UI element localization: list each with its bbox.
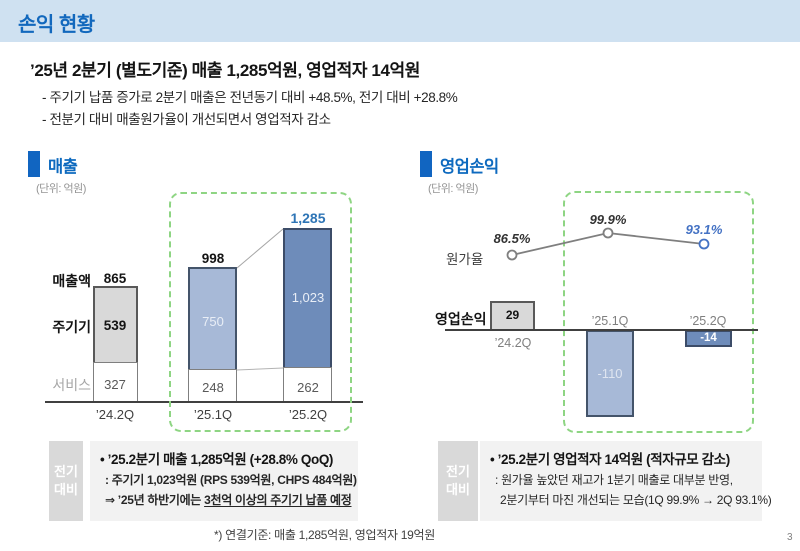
- operating-unit-label: (단위: 억원): [428, 183, 478, 195]
- operating-section-title: 영업손익: [440, 158, 499, 176]
- operating-bar-24q2: [490, 301, 535, 331]
- revenue-row-label-service: 서비스: [52, 377, 91, 393]
- revenue-total-24q2: 865: [103, 271, 127, 286]
- operating-comment-tag: 전기 대비: [438, 441, 478, 521]
- cost-ratio-label: 원가율: [446, 252, 484, 267]
- revenue-bar-25q1-service: [188, 369, 237, 403]
- revenue-comment-box: • ’25.2분기 매출 1,285억원 (+28.8% QoQ) : 주기기 …: [90, 441, 358, 521]
- operating-highlight-box: [563, 191, 754, 433]
- cost-ratio-value-25q1: 99.9%: [589, 212, 627, 227]
- operating-value-25q2: -14: [700, 332, 717, 344]
- cost-ratio-point-24q2: [506, 249, 518, 261]
- revenue-comment-tag-line1: 전기: [54, 464, 78, 479]
- revenue-equipment-25q1: 750: [202, 314, 224, 329]
- operating-bar-25q1: [586, 330, 634, 417]
- operating-section-marker: [420, 151, 432, 177]
- revenue-comment-tag-line2: 대비: [54, 482, 78, 497]
- revenue-section-title: 매출: [48, 158, 78, 176]
- operating-bar-25q2: [685, 330, 732, 347]
- header-bar: [0, 0, 800, 42]
- operating-category-25q1: ’25.1Q: [591, 314, 629, 328]
- revenue-comment-outlook-prefix: ⇒ ’25년 하반기에는: [105, 493, 205, 507]
- revenue-comment-outlook-underlined: 3천억 이상의 주기기 납품 예정: [204, 493, 352, 507]
- summary-bullet: - 전분기 대비 매출원가율이 개선되면서 영업적자 감소: [42, 112, 331, 127]
- operating-value-25q1: -110: [597, 366, 623, 381]
- page-title: 손익 현황: [18, 14, 95, 36]
- revenue-row-label-equipment: 주기기: [52, 319, 91, 335]
- footnote: *) 연결기준: 매출 1,285억원, 영업적자 19억원: [214, 528, 435, 542]
- revenue-row-label-total: 매출액: [52, 273, 91, 289]
- revenue-service-25q1: 248: [202, 380, 224, 395]
- operating-comment-detail1: : 원가율 높았던 재고가 1분기 매출로 대부분 반영,: [495, 473, 733, 487]
- summary-title: ’25년 2분기 (별도기준) 매출 1,285억원, 영업적자 14억원: [30, 61, 421, 80]
- operating-profit-label: 영업손익: [435, 311, 487, 327]
- operating-comment-headline: • ’25.2분기 영업적자 14억원 (적자규모 감소): [490, 452, 730, 467]
- operating-comment-tag-line2: 대비: [446, 482, 470, 497]
- summary-bullet: - 주기기 납품 증가로 2분기 매출은 전년동기 대비 +48.5%, 전기 …: [42, 90, 458, 105]
- revenue-total-25q1: 998: [201, 251, 225, 266]
- operating-x-axis: [445, 329, 758, 331]
- page-number: 3: [787, 532, 793, 543]
- revenue-category-25q1: ’25.1Q: [193, 407, 233, 422]
- revenue-highlight-box: [169, 192, 352, 432]
- revenue-service-24q2: 327: [104, 377, 126, 392]
- revenue-bar-25q2-equipment: [283, 228, 332, 369]
- revenue-equipment-25q2: 1,023: [291, 290, 325, 305]
- revenue-bar-24q2-equipment: [93, 286, 138, 364]
- revenue-comment-tag: 전기 대비: [49, 441, 83, 521]
- operating-comment-detail2: 2분기부터 마진 개선되는 모습(1Q 99.9% → 2Q 93.1%): [500, 493, 772, 507]
- revenue-bar-24q2-service: [93, 362, 138, 403]
- revenue-section-marker: [28, 151, 40, 177]
- operating-comment-tag-line1: 전기: [446, 464, 470, 479]
- revenue-comment-headline: • ’25.2분기 매출 1,285억원 (+28.8% QoQ): [100, 452, 334, 467]
- revenue-comment-outlook: ⇒ ’25년 하반기에는 3천억 이상의 주기기 납품 예정: [100, 490, 352, 510]
- revenue-total-25q2: 1,285: [290, 210, 326, 226]
- revenue-bar-25q2-service: [283, 367, 332, 403]
- revenue-category-24q2: ’24.2Q: [95, 407, 135, 422]
- revenue-unit-label: (단위: 억원): [36, 183, 86, 195]
- cost-ratio-value-25q2: 93.1%: [685, 222, 723, 237]
- operating-category-25q2: ’25.2Q: [689, 314, 727, 328]
- revenue-comment-detail: : 주기기 1,023억원 (RPS 539억원, CHPS 484억원): [105, 473, 357, 487]
- operating-comment-box: • ’25.2분기 영업적자 14억원 (적자규모 감소) : 원가율 높았던 …: [480, 441, 772, 521]
- revenue-service-25q2: 262: [297, 380, 319, 395]
- cost-ratio-value-24q2: 86.5%: [493, 231, 531, 246]
- revenue-category-25q2: ’25.2Q: [288, 407, 328, 422]
- operating-category-24q2: ’24.2Q: [494, 336, 532, 350]
- revenue-x-axis: [45, 401, 363, 403]
- operating-value-24q2: 29: [505, 308, 520, 322]
- revenue-equipment-24q2: 539: [103, 318, 127, 333]
